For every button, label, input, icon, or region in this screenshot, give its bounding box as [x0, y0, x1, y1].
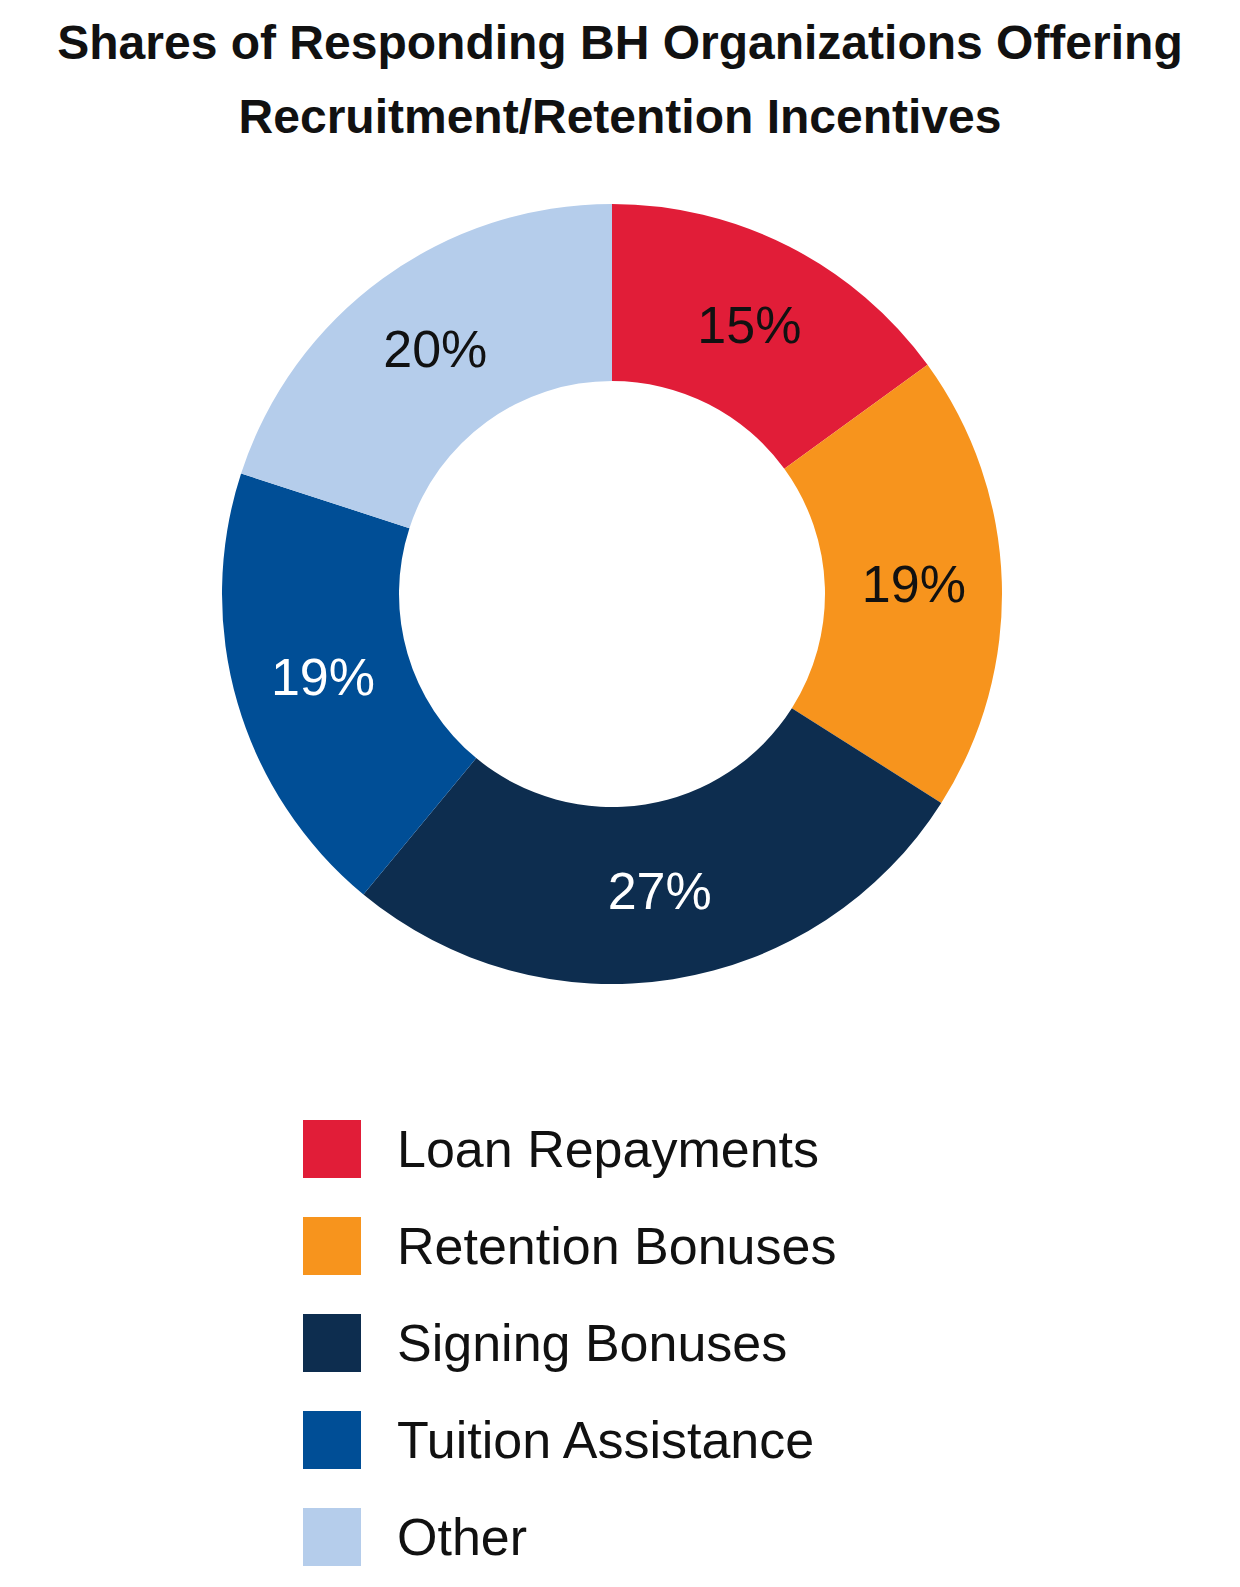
svg-text:20%: 20%	[383, 320, 487, 378]
svg-text:15%: 15%	[697, 296, 801, 354]
html-text:Signing Bonuses: Signing Bonuses	[397, 1313, 788, 1372]
svg-text:27%: 27%	[608, 862, 712, 920]
html-text:Loan Repayments: Loan Repayments	[397, 1119, 819, 1178]
html-text:Tuition Assistance: Tuition Assistance	[397, 1410, 815, 1469]
svg-text:19%: 19%	[862, 555, 966, 613]
html-text:Other: Other	[397, 1507, 528, 1566]
html-text:Retention Bonuses: Retention Bonuses	[397, 1216, 837, 1275]
html-text:Shares of Responding BH Organi: Shares of Responding BH Organizations Of…	[57, 16, 1183, 143]
svg-text:19%: 19%	[271, 648, 375, 706]
